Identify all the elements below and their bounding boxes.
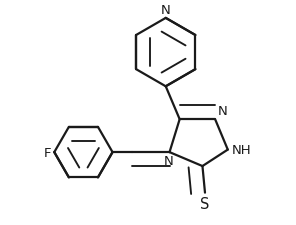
Text: S: S <box>200 197 210 212</box>
Text: NH: NH <box>231 144 251 156</box>
Text: N: N <box>163 154 173 167</box>
Text: N: N <box>161 4 170 17</box>
Text: F: F <box>44 146 51 159</box>
Text: N: N <box>218 105 228 118</box>
